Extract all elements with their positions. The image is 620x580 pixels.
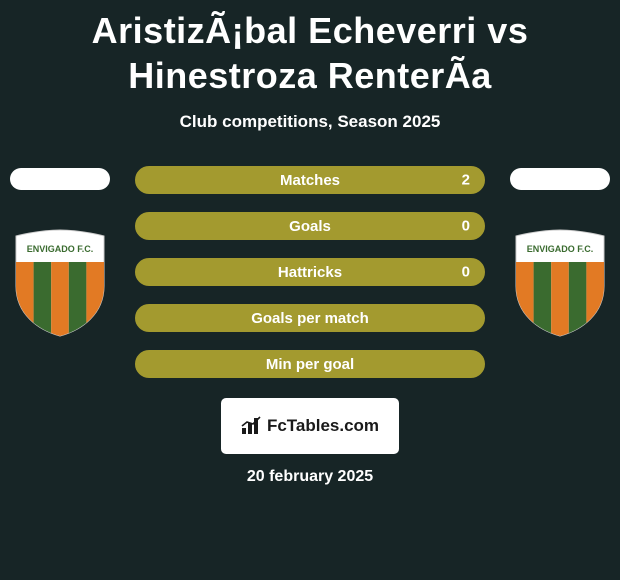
envigado-crest-icon: ENVIGADO F.C. xyxy=(510,228,610,338)
svg-text:ENVIGADO F.C.: ENVIGADO F.C. xyxy=(527,244,594,254)
stat-right-value: 2 xyxy=(462,172,470,189)
player-left-name-pill xyxy=(10,168,110,190)
player-right-column: ENVIGADO F.C. xyxy=(500,166,620,338)
stat-right-value: 0 xyxy=(462,264,470,281)
stats-area: ENVIGADO F.C. xyxy=(0,166,620,386)
branding-text: FcTables.com xyxy=(267,416,379,436)
stat-label: Goals per match xyxy=(251,310,369,327)
stat-row-hattricks: Hattricks 0 xyxy=(135,258,485,286)
stat-rows: Matches 2 Goals 0 Hattricks 0 Goals per … xyxy=(135,166,485,378)
stat-row-goals: Goals 0 xyxy=(135,212,485,240)
stat-row-goals-per-match: Goals per match xyxy=(135,304,485,332)
svg-text:ENVIGADO F.C.: ENVIGADO F.C. xyxy=(27,244,94,254)
bar-chart-icon xyxy=(241,416,263,436)
envigado-crest-icon: ENVIGADO F.C. xyxy=(10,228,110,338)
card-date: 20 february 2025 xyxy=(0,468,620,486)
stat-label: Min per goal xyxy=(266,356,354,373)
stat-row-matches: Matches 2 xyxy=(135,166,485,194)
stat-right-value: 0 xyxy=(462,218,470,235)
branding-badge: FcTables.com xyxy=(221,398,399,454)
stat-label: Matches xyxy=(280,172,340,189)
stat-row-min-per-goal: Min per goal xyxy=(135,350,485,378)
stat-label: Hattricks xyxy=(278,264,342,281)
player-right-name-pill xyxy=(510,168,610,190)
comparison-card: AristizÃ¡bal Echeverri vs Hinestroza Ren… xyxy=(0,0,620,580)
player-left-crest: ENVIGADO F.C. xyxy=(10,228,110,338)
card-title: AristizÃ¡bal Echeverri vs Hinestroza Ren… xyxy=(0,0,620,98)
stat-label: Goals xyxy=(289,218,331,235)
player-right-crest: ENVIGADO F.C. xyxy=(510,228,610,338)
player-left-column: ENVIGADO F.C. xyxy=(0,166,120,338)
card-subtitle: Club competitions, Season 2025 xyxy=(0,112,620,132)
